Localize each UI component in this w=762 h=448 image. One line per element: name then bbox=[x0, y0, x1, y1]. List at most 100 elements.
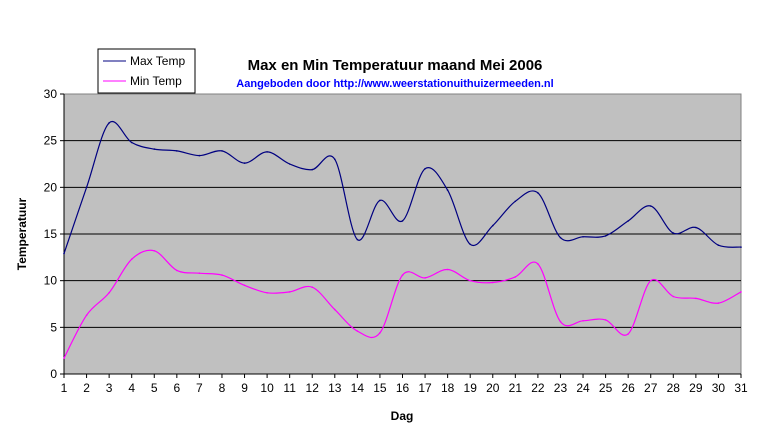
data-point-min-temp bbox=[176, 269, 178, 272]
x-tick-label: 9 bbox=[241, 381, 248, 395]
data-point-min-temp bbox=[695, 297, 697, 300]
data-point-min-temp bbox=[717, 302, 720, 304]
x-tick-label: 30 bbox=[712, 381, 726, 395]
data-point-min-temp bbox=[740, 291, 742, 293]
y-tick-label: 20 bbox=[44, 180, 58, 194]
data-point-min-temp bbox=[379, 332, 381, 334]
data-point-max-temp bbox=[649, 205, 652, 207]
x-tick-label: 4 bbox=[128, 381, 135, 395]
data-point-max-temp bbox=[582, 236, 584, 238]
data-point-min-temp bbox=[334, 308, 336, 311]
x-tick-label: 22 bbox=[531, 381, 545, 395]
data-point-min-temp bbox=[85, 314, 88, 317]
data-point-max-temp bbox=[559, 236, 562, 239]
data-point-min-temp bbox=[63, 357, 65, 359]
series-layer bbox=[63, 120, 742, 359]
grid-lines bbox=[64, 140, 741, 328]
data-point-max-temp bbox=[514, 200, 517, 203]
data-point-max-temp bbox=[176, 150, 178, 152]
x-tick-label: 29 bbox=[689, 381, 703, 395]
x-tick-label: 3 bbox=[106, 381, 113, 395]
data-point-min-temp bbox=[401, 274, 404, 276]
x-tick-label: 14 bbox=[351, 381, 365, 395]
data-point-max-temp bbox=[604, 235, 607, 237]
data-point-max-temp bbox=[85, 186, 88, 189]
y-axis-ticks: 0 5 10 15 20 25 30 bbox=[44, 87, 65, 381]
x-tick-label: 2 bbox=[83, 381, 90, 395]
x-tick-label: 28 bbox=[667, 381, 681, 395]
data-point-max-temp bbox=[627, 220, 629, 222]
legend: Max Temp Min Temp bbox=[97, 48, 196, 94]
data-point-max-temp bbox=[379, 199, 381, 202]
x-tick-label: 20 bbox=[486, 381, 500, 395]
x-tick-label: 1 bbox=[61, 381, 68, 395]
data-point-min-temp bbox=[356, 330, 359, 332]
data-point-max-temp bbox=[288, 163, 291, 165]
data-point-min-temp bbox=[198, 272, 201, 275]
data-point-max-temp bbox=[153, 148, 156, 150]
data-point-max-temp bbox=[401, 220, 404, 222]
x-tick-label: 5 bbox=[151, 381, 158, 395]
x-tick-label: 21 bbox=[509, 381, 523, 395]
x-tick-label: 15 bbox=[373, 381, 387, 395]
x-tick-label: 31 bbox=[734, 381, 748, 395]
data-point-min-temp bbox=[604, 319, 607, 321]
data-point-max-temp bbox=[424, 167, 426, 170]
data-point-max-temp bbox=[130, 141, 133, 144]
data-point-min-temp bbox=[627, 333, 629, 335]
data-point-max-temp bbox=[334, 158, 336, 161]
data-point-min-temp bbox=[469, 279, 472, 282]
y-axis-label: Temperatuur bbox=[15, 197, 29, 270]
data-point-max-temp bbox=[492, 224, 494, 227]
x-tick-label: 18 bbox=[441, 381, 455, 395]
data-point-max-temp bbox=[108, 122, 110, 124]
x-tick-label: 19 bbox=[464, 381, 478, 395]
data-point-max-temp bbox=[243, 162, 246, 164]
data-point-max-temp bbox=[266, 151, 268, 153]
x-tick-label: 12 bbox=[306, 381, 320, 395]
data-point-min-temp bbox=[537, 263, 539, 265]
x-tick-label: 13 bbox=[328, 381, 342, 395]
x-tick-label: 17 bbox=[418, 381, 432, 395]
data-point-max-temp bbox=[469, 243, 472, 246]
data-point-max-temp bbox=[198, 154, 201, 157]
x-axis-label: Dag bbox=[391, 409, 414, 423]
x-tick-label: 26 bbox=[621, 381, 635, 395]
y-tick-label: 30 bbox=[44, 87, 58, 101]
data-point-max-temp bbox=[221, 150, 223, 152]
data-point-max-temp bbox=[446, 189, 449, 191]
data-point-max-temp bbox=[356, 238, 359, 241]
data-point-min-temp bbox=[243, 284, 246, 287]
data-point-min-temp bbox=[311, 286, 314, 289]
x-tick-label: 11 bbox=[283, 381, 296, 395]
legend-box bbox=[97, 48, 196, 94]
data-point-max-temp bbox=[740, 246, 742, 248]
data-point-min-temp bbox=[266, 292, 268, 294]
data-point-max-temp bbox=[717, 244, 720, 246]
x-tick-label: 10 bbox=[260, 381, 274, 395]
legend-label-max-temp: Max Temp bbox=[130, 54, 185, 68]
data-point-min-temp bbox=[446, 268, 449, 271]
legend-label-min-temp: Min Temp bbox=[130, 74, 182, 88]
data-point-max-temp bbox=[63, 252, 65, 255]
data-point-max-temp bbox=[695, 226, 697, 229]
x-tick-label: 8 bbox=[219, 381, 226, 395]
x-axis-ticks: 1 2 3 4 5 6 7 8 9 10 11 12 13 14 15 16 17 18 19 20 21 22 23 24 2… bbox=[61, 373, 748, 395]
chart-subtitle: Aangeboden door http://www.weerstationui… bbox=[236, 78, 553, 90]
data-point-min-temp bbox=[153, 250, 156, 252]
x-tick-label: 27 bbox=[644, 381, 658, 395]
y-tick-label: 15 bbox=[44, 227, 58, 241]
y-tick-label: 0 bbox=[50, 367, 57, 381]
data-point-min-temp bbox=[514, 276, 517, 278]
data-point-min-temp bbox=[582, 320, 584, 322]
x-tick-label: 7 bbox=[196, 381, 203, 395]
data-point-min-temp bbox=[672, 295, 675, 298]
y-tick-label: 5 bbox=[50, 320, 57, 334]
data-point-min-temp bbox=[130, 258, 133, 261]
chart-title: Max en Min Temperatuur maand Mei 2006 bbox=[248, 57, 543, 74]
data-point-min-temp bbox=[492, 281, 494, 284]
x-tick-label: 16 bbox=[396, 381, 410, 395]
y-tick-label: 10 bbox=[44, 274, 58, 288]
